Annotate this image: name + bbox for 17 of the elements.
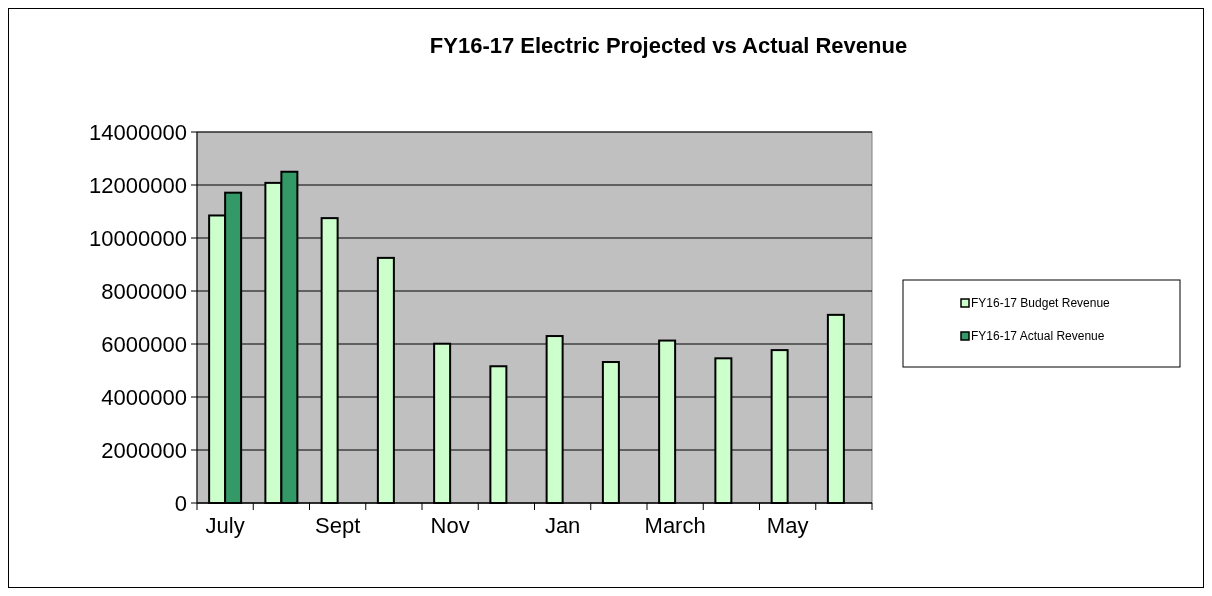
- legend-label: FY16-17 Actual Revenue: [971, 329, 1105, 344]
- y-tick-label: 2000000: [101, 437, 187, 463]
- x-tick-label: Sept: [314, 513, 361, 538]
- y-tick-label: 0: [174, 490, 187, 516]
- chart-title: FY16-17 Electric Projected vs Actual Revenue: [429, 33, 908, 58]
- x-tick-label: May: [766, 513, 809, 538]
- x-tick-label: Jan: [544, 513, 581, 538]
- legend-label: FY16-17 Budget Revenue: [971, 296, 1111, 311]
- x-tick-label: Nov: [430, 513, 470, 538]
- x-tick-label: March: [644, 513, 706, 538]
- y-tick-label: 4000000: [101, 384, 187, 410]
- y-tick-label: 14000000: [89, 119, 187, 145]
- y-tick-label: 10000000: [89, 225, 187, 251]
- y-tick-label: 8000000: [101, 278, 187, 304]
- x-tick-label: July: [205, 513, 245, 538]
- y-tick-label: 6000000: [101, 331, 187, 357]
- y-tick-label: 12000000: [89, 172, 187, 198]
